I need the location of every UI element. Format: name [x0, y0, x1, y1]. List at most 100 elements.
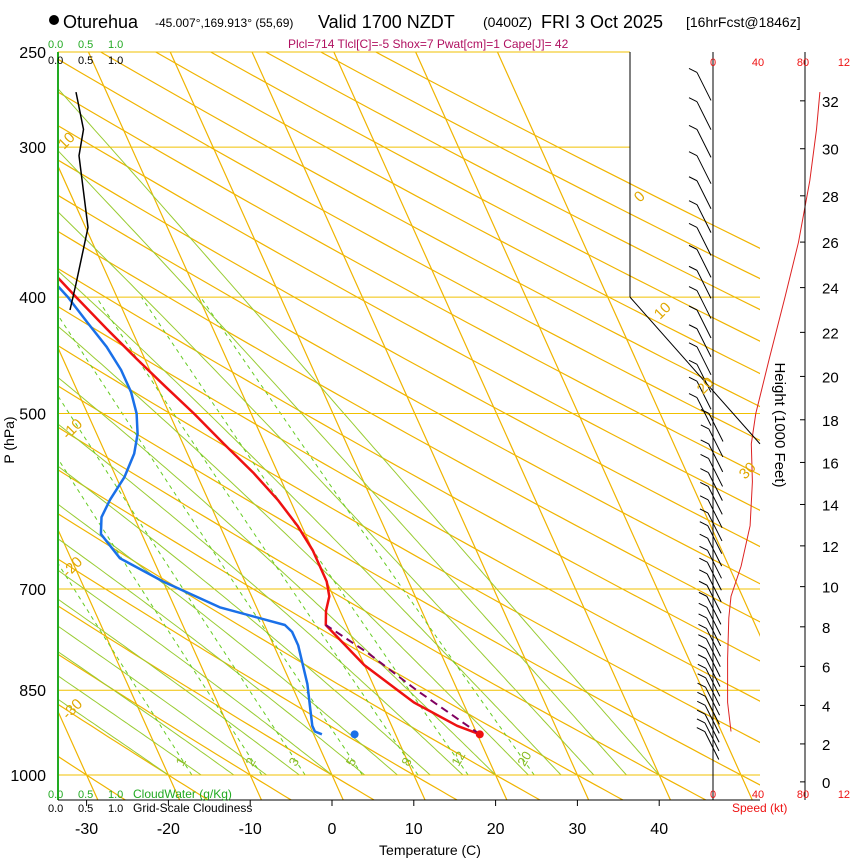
valid-time: Valid 1700 NZDT: [318, 12, 455, 32]
pressure-tick-label: 850: [19, 683, 46, 700]
cloud-water-top-label: 1.0: [108, 39, 123, 51]
wind-barb: [707, 499, 723, 529]
moist-adiabat-line: [58, 698, 169, 776]
height-tick-label: 12: [822, 539, 839, 556]
moist-adiabat-line: [58, 675, 202, 776]
wind-barb: [696, 72, 712, 101]
moist-adiabat-line: [58, 376, 496, 776]
x-tick-label: -10: [239, 821, 262, 838]
panel-diagonal-line: [629, 296, 761, 445]
wind-barb-flag: [698, 569, 708, 575]
wind-barb-flag: [697, 673, 706, 679]
x-tick-label: 10: [405, 821, 423, 838]
cloudiness-top-label: 1.0: [108, 55, 123, 67]
profiles: [58, 276, 484, 739]
wind-barb: [704, 696, 720, 725]
pressure-tick-label: 250: [19, 45, 46, 62]
speed-bottom-label: 120: [838, 789, 850, 801]
wind-barb-flag: [697, 700, 706, 706]
dry-adiabat-line: [58, 385, 760, 786]
pressure-tick-label: 400: [19, 290, 46, 307]
height-tick-label: 4: [822, 698, 830, 715]
wind-barb: [696, 155, 712, 184]
wind-barb-flag: [698, 613, 707, 619]
height-tick-label: 2: [822, 737, 830, 754]
wind-barb: [706, 607, 722, 636]
wind-barb-flag: [688, 305, 698, 311]
height-tick-label: 20: [822, 369, 839, 386]
wind-barb-flag: [688, 223, 698, 228]
wind-barb: [706, 562, 722, 591]
isotherm-line: [333, 52, 672, 800]
x-tick-label: 40: [650, 821, 668, 838]
height-tick-label: 22: [822, 325, 839, 342]
wind-panel: [69, 52, 821, 760]
moist-adiabat-line: [58, 538, 366, 776]
height-tick-label: 6: [822, 659, 830, 676]
wind-barb-flag: [688, 324, 698, 330]
dry-adiabat-line: [58, 653, 293, 800]
sounding-parameters: Plcl=714 Tlcl[C]=-5 Shox=7 Pwat[cm]=1 Ca…: [288, 37, 569, 51]
x-tick-label: 30: [569, 821, 587, 838]
wind-barb: [704, 705, 720, 734]
mixing-ratio-line: [58, 562, 193, 776]
isotherm-line: [58, 164, 344, 800]
moist-adiabat-line: [58, 569, 333, 776]
wind-barb: [704, 714, 720, 743]
wind-barb: [696, 381, 712, 410]
dry-adiabat-line: [154, 52, 760, 375]
wind-barb-flag: [700, 453, 709, 459]
forecast-hour: [16hrFcst@1846z]: [686, 14, 801, 30]
wind-barb-flag: [688, 68, 698, 73]
wind-barb-flag: [688, 393, 698, 399]
mixing-ratio-line: [58, 395, 306, 776]
wind-barb-flag: [699, 557, 708, 563]
mixing-ratio-line: [58, 457, 263, 776]
y-axis-title: P (hPa): [1, 416, 17, 463]
moist-adiabat-line: [58, 325, 529, 776]
wind-barb-flag: [699, 533, 708, 539]
dry-adiabat-line: [209, 52, 760, 342]
wind-barb-flag: [699, 495, 709, 501]
wind-barb: [696, 364, 712, 393]
cloudiness-top-label: 0.5: [78, 55, 93, 67]
station-coords: -45.007°,169.913° (55,69): [155, 16, 293, 30]
cloudiness-bottom-label: 0.5: [78, 803, 93, 815]
surface-dewpoint-marker: [350, 730, 359, 739]
wind-barb-flag: [697, 663, 707, 669]
wind-speed-profile: [727, 92, 821, 732]
dry-adiabat-line: [58, 124, 760, 511]
pressure-tick-label: 500: [19, 407, 46, 424]
moist-adiabat-line: [58, 149, 627, 776]
x-tick-label: -30: [75, 821, 98, 838]
wind-barb-flag: [688, 151, 698, 157]
wind-barb: [708, 458, 723, 487]
speed-top-label: 0: [710, 57, 716, 69]
cloudiness-bottom-label: 1.0: [108, 803, 123, 815]
moist-adiabat-line: [58, 211, 595, 776]
pressure-tick-label: 300: [19, 140, 46, 157]
height-tick-label: 18: [822, 413, 839, 430]
dry-adiabat-line: [58, 703, 210, 800]
dewpoint-profile-line: [58, 284, 323, 736]
moist-adiabat-line: [58, 465, 431, 776]
isotherm-line: [58, 528, 181, 800]
wind-barb: [696, 227, 712, 256]
cloud-water-top-label: 0.0: [48, 39, 63, 51]
height-tick-label: 14: [822, 497, 839, 514]
dry-adiabat-line: [58, 469, 624, 800]
isotherm-line: [87, 52, 426, 800]
wind-barb-flag: [688, 359, 698, 365]
wind-barb: [696, 309, 712, 339]
height-tick-label: 0: [822, 775, 830, 792]
wind-barb: [696, 249, 712, 278]
station-name: Oturehua: [63, 12, 139, 32]
x-tick-label: 20: [487, 821, 505, 838]
wind-barb-flag: [700, 468, 709, 474]
height-axis-title: Height (1000 Feet): [771, 362, 788, 487]
height-tick-label: 24: [822, 281, 839, 298]
dry-adiabat-line: [58, 194, 760, 585]
wind-barb: [696, 397, 712, 426]
dry-adiabat-line: [58, 344, 760, 744]
